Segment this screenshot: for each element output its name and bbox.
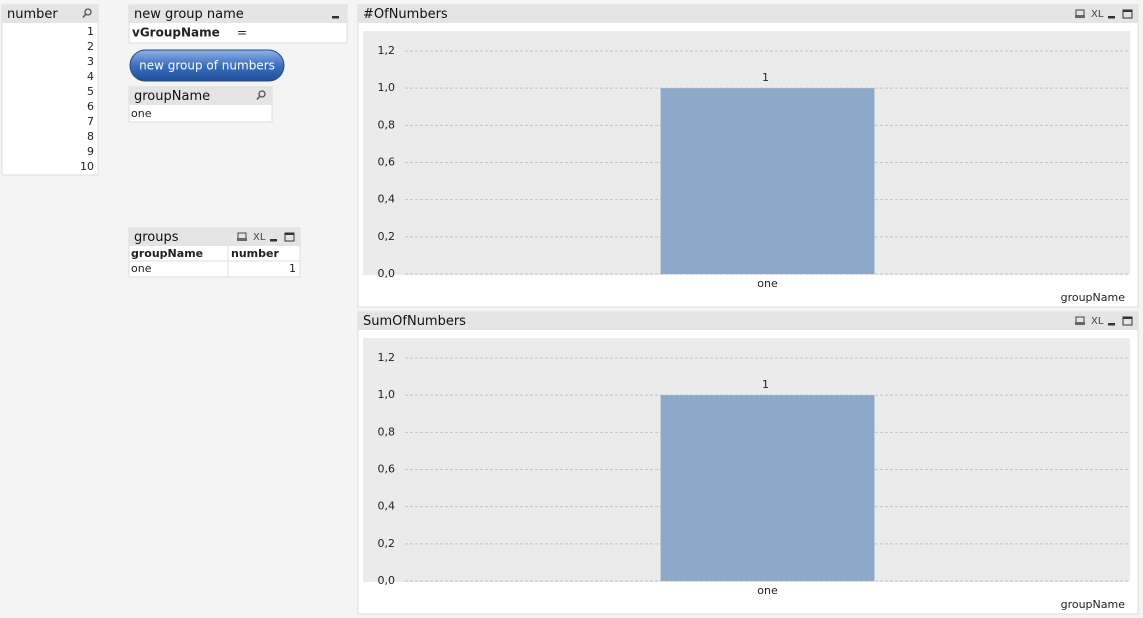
x-axis-title: groupName bbox=[1061, 291, 1126, 304]
print-icon-tray bbox=[1075, 15, 1085, 18]
y-tick-label: 0,4 bbox=[378, 193, 396, 206]
number-listbox-title: number bbox=[7, 7, 58, 22]
minimize-icon bbox=[1108, 323, 1115, 326]
y-tick-label: 1,2 bbox=[378, 44, 396, 57]
list-value[interactable]: 1 bbox=[87, 25, 94, 38]
button-label: new group of numbers bbox=[139, 59, 275, 73]
xl-icon[interactable]: XL bbox=[1091, 316, 1104, 327]
search-icon[interactable] bbox=[84, 8, 92, 16]
maximize-icon-bar bbox=[1123, 10, 1132, 12]
list-value[interactable]: 8 bbox=[87, 130, 94, 143]
chart-title: SumOfNumbers bbox=[363, 314, 466, 329]
bar[interactable] bbox=[660, 88, 875, 275]
input-variable: vGroupName bbox=[132, 26, 220, 40]
button[interactable] bbox=[129, 49, 285, 82]
y-tick-label: 0,0 bbox=[378, 267, 396, 280]
input-box-title: new group name bbox=[134, 7, 244, 22]
chart-title: #OfNumbers bbox=[363, 7, 448, 22]
chart-header bbox=[358, 312, 1138, 330]
list-value[interactable]: 6 bbox=[87, 100, 94, 113]
minimize-icon bbox=[270, 239, 277, 242]
search-icon[interactable] bbox=[258, 90, 266, 98]
list-value[interactable]: 3 bbox=[87, 55, 94, 68]
y-tick-label: 0,6 bbox=[378, 156, 396, 169]
column-header: number bbox=[231, 247, 279, 260]
groupname-listbox-header bbox=[129, 87, 272, 105]
y-tick-label: 1,0 bbox=[378, 81, 396, 94]
search-icon-handle bbox=[82, 14, 87, 18]
y-tick-label: 0,8 bbox=[378, 118, 396, 131]
column-header: groupName bbox=[131, 247, 203, 260]
chart-header bbox=[358, 5, 1138, 23]
input-operator: = bbox=[237, 26, 247, 40]
y-tick-label: 0,8 bbox=[378, 425, 396, 438]
bar[interactable] bbox=[660, 395, 875, 581]
list-value[interactable]: 5 bbox=[87, 85, 94, 98]
maximize-icon-bar bbox=[285, 233, 294, 235]
y-tick-label: 0,0 bbox=[378, 574, 396, 587]
list-value[interactable]: 4 bbox=[87, 70, 94, 83]
y-tick-label: 1,2 bbox=[378, 351, 396, 364]
groups-table-header bbox=[129, 228, 300, 246]
y-tick-label: 0,4 bbox=[378, 500, 396, 513]
minimize-icon bbox=[1108, 16, 1115, 19]
x-tick-label: one bbox=[757, 584, 778, 597]
list-value[interactable]: 7 bbox=[87, 115, 94, 128]
number-listbox-header bbox=[2, 5, 98, 23]
xl-icon[interactable]: XL bbox=[253, 232, 266, 243]
y-tick-label: 0,2 bbox=[378, 537, 396, 550]
minimize-icon bbox=[332, 16, 339, 19]
table-cell: one bbox=[131, 262, 152, 275]
y-tick-label: 0,2 bbox=[378, 230, 396, 243]
maximize-icon-bar bbox=[1123, 317, 1132, 319]
list-value[interactable]: 2 bbox=[87, 40, 94, 53]
groupname-listbox-title: groupName bbox=[134, 89, 210, 104]
list-value[interactable]: one bbox=[131, 107, 152, 120]
list-value[interactable]: 9 bbox=[87, 145, 94, 158]
x-axis-title: groupName bbox=[1061, 598, 1126, 611]
data-label: 1 bbox=[762, 378, 769, 391]
y-tick-label: 0,6 bbox=[378, 463, 396, 476]
table-cell: 1 bbox=[289, 262, 296, 275]
x-tick-label: one bbox=[757, 277, 778, 290]
data-label: 1 bbox=[762, 71, 769, 84]
groups-table-title: groups bbox=[134, 230, 179, 245]
print-icon-tray bbox=[237, 238, 247, 241]
number-listbox bbox=[1, 4, 99, 176]
print-icon-tray bbox=[1075, 322, 1085, 325]
input-box-header bbox=[129, 5, 347, 23]
search-icon-handle bbox=[256, 96, 261, 100]
y-tick-label: 1,0 bbox=[378, 388, 396, 401]
xl-icon[interactable]: XL bbox=[1091, 9, 1104, 20]
list-value[interactable]: 10 bbox=[80, 160, 94, 173]
